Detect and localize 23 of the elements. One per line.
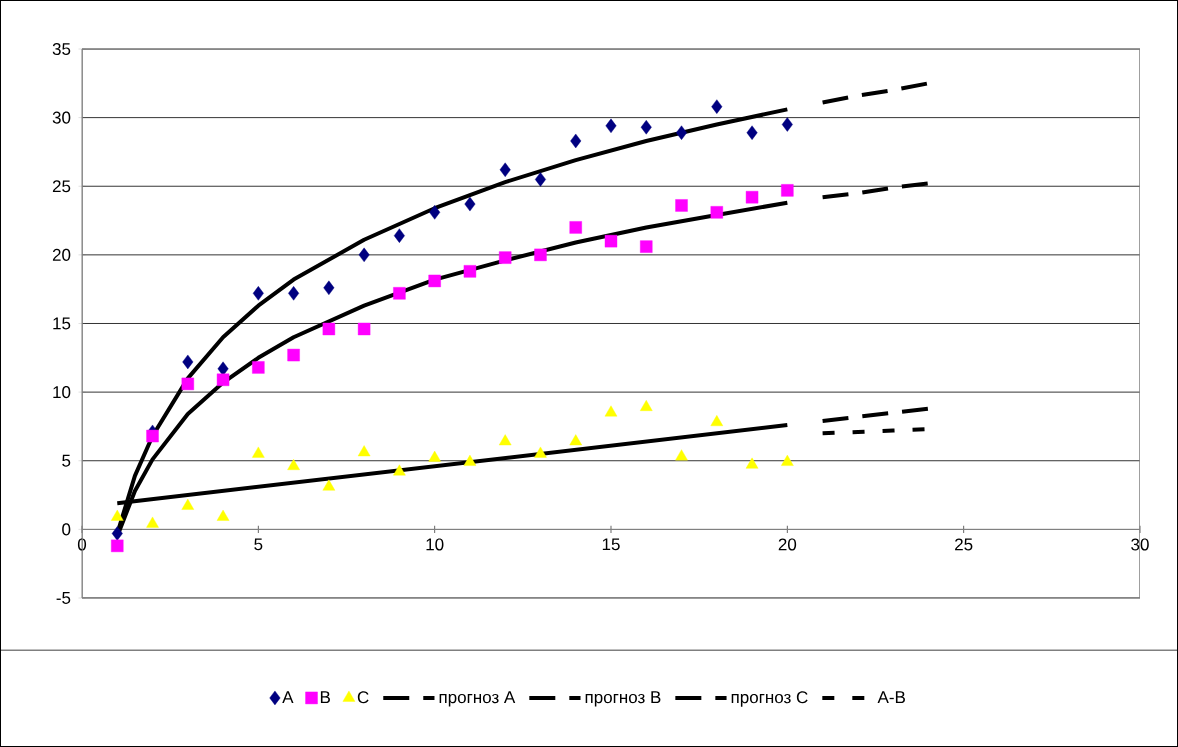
legend-label: C bbox=[357, 691, 369, 704]
legend-label: прогноз C bbox=[731, 691, 808, 707]
y-tick-label: 10 bbox=[53, 386, 71, 399]
x-tick-label: 10 bbox=[426, 538, 444, 551]
y-tick-label: 30 bbox=[52, 111, 71, 124]
y-tick-label: 0 bbox=[62, 523, 71, 536]
y-tick-label: 25 bbox=[52, 180, 71, 193]
legend-label: прогноз A bbox=[439, 691, 516, 707]
x-tick-label: 15 bbox=[602, 538, 620, 551]
legend-label: B bbox=[320, 691, 330, 704]
legend-label: A bbox=[282, 691, 294, 704]
x-tick-label: 20 bbox=[778, 538, 797, 551]
x-tick-label: 5 bbox=[254, 538, 263, 551]
x-tick-label: 25 bbox=[955, 538, 973, 551]
y-tick-label: -5 bbox=[56, 592, 71, 604]
y-tick-label: 15 bbox=[53, 317, 71, 330]
y-tick-label: 5 bbox=[62, 454, 71, 467]
x-tick-label: 0 bbox=[77, 538, 87, 551]
y-tick-label: 35 bbox=[52, 42, 71, 56]
legend-label: A-B bbox=[877, 691, 905, 704]
legend-label: прогноз B bbox=[585, 691, 661, 707]
y-tick-label: 20 bbox=[52, 248, 71, 261]
x-tick-label: 30 bbox=[1131, 538, 1149, 551]
